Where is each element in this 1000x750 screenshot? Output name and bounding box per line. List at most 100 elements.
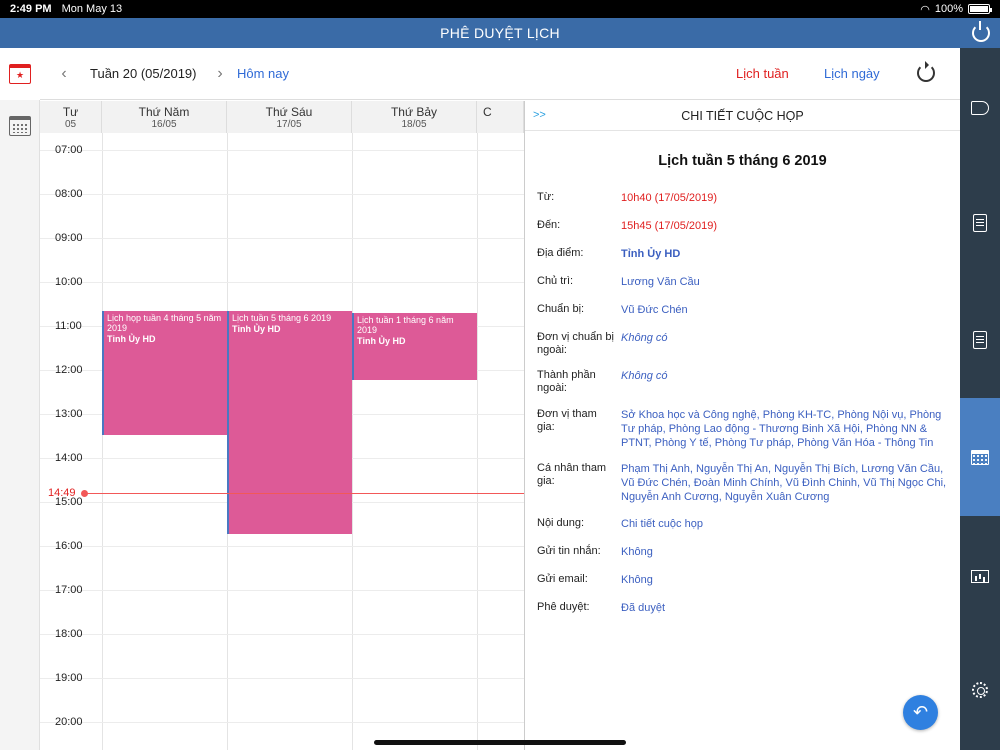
day-name: Tư	[62, 105, 79, 119]
day-name: Thứ Sáu	[265, 105, 313, 119]
column-divider	[352, 133, 353, 750]
calendar-toolbar: ‹ Tuần 20 (05/2019) › Hôm nay Lịch tuần …	[40, 48, 960, 100]
rail-documents-edit[interactable]	[960, 310, 1000, 370]
current-time-line	[84, 493, 524, 494]
event-block[interactable]: Lịch tuần 5 tháng 6 2019 Tỉnh Ủy HD	[227, 311, 352, 534]
day-view-tab[interactable]: Lịch ngày	[824, 66, 880, 81]
right-rail	[960, 48, 1000, 750]
status-time: 2:49 PM	[10, 3, 52, 15]
detail-value: Vũ Đức Chén	[621, 304, 688, 316]
rail-reports[interactable]	[960, 546, 1000, 606]
column-divider	[477, 133, 478, 750]
status-bar: 2:49 PM Mon May 13 ◠ 100%	[0, 0, 1000, 18]
prev-week-button[interactable]: ‹	[61, 65, 67, 82]
detail-label: Từ:	[537, 191, 555, 203]
day-header: Thứ Sáu 17/05	[227, 101, 352, 133]
day-date: 18/05	[401, 119, 427, 130]
day-header: Thứ Bảy 18/05	[352, 101, 477, 133]
hour-label: 10:00	[55, 276, 83, 288]
calendar-icon	[971, 449, 989, 465]
back-arrow-icon[interactable]: ↶	[903, 695, 938, 730]
day-date: 05	[64, 119, 77, 130]
rail-calendar[interactable]	[0, 100, 40, 152]
detail-label: Chủ trì:	[537, 275, 574, 287]
hour-label: 17:00	[55, 584, 83, 596]
detail-value: Phạm Thị Anh, Nguyễn Thị An, Nguyễn Thị …	[621, 463, 947, 503]
meeting-detail-panel: >> CHI TIẾT CUỘC HỌP Lịch tuần 5 tháng 6…	[524, 101, 960, 750]
hour-gridline	[40, 194, 524, 195]
rail-announcements[interactable]	[960, 78, 1000, 138]
day-header: C	[477, 101, 524, 133]
hour-gridline	[40, 238, 524, 239]
power-icon[interactable]	[972, 21, 990, 42]
collapse-panel-button[interactable]: >>	[533, 109, 546, 121]
day-name: C	[483, 105, 492, 119]
detail-value: Sở Khoa học và Công nghệ, Phòng KH-TC, P…	[621, 409, 942, 449]
hour-gridline	[40, 722, 524, 723]
event-title: Lịch họp tuần 4 tháng 5 năm 2019	[107, 313, 222, 333]
week-label: Tuần 20 (05/2019)	[90, 66, 197, 81]
column-divider	[102, 133, 103, 750]
detail-label: Chuẩn bị:	[537, 303, 585, 315]
hour-label: 07:00	[55, 144, 83, 156]
hour-label: 14:00	[55, 452, 83, 464]
hour-label: 18:00	[55, 628, 83, 640]
hour-label: 12:00	[55, 364, 83, 376]
detail-header: >> CHI TIẾT CUỘC HỌP	[525, 101, 960, 131]
detail-label: Gửi email:	[537, 573, 588, 585]
detail-value: Chi tiết cuộc họp	[621, 518, 703, 530]
event-location: Tỉnh Ủy HD	[232, 324, 281, 334]
rail-calendar-approve[interactable]: ★	[0, 48, 40, 100]
event-location: Tỉnh Ủy HD	[357, 336, 406, 346]
day-name: Thứ Bảy	[390, 105, 438, 119]
rail-calendar[interactable]	[960, 398, 1000, 516]
detail-value: Tỉnh Ủy HD	[621, 248, 681, 260]
detail-label: Đến:	[537, 219, 561, 231]
document-edit-icon	[973, 331, 987, 349]
refresh-icon[interactable]	[917, 61, 935, 82]
detail-label: Cá nhân tham gia:	[537, 462, 607, 487]
hour-gridline	[40, 634, 524, 635]
current-time-label: 14:49	[48, 487, 76, 499]
detail-value: 15h45 (17/05/2019)	[621, 220, 718, 232]
wifi-icon: ◠	[920, 3, 930, 16]
event-block[interactable]: Lịch tuần 1 tháng 6 năm 2019 Tỉnh Ủy HD	[352, 313, 477, 380]
battery-icon	[968, 4, 992, 14]
event-location: Tỉnh Ủy HD	[107, 334, 156, 344]
hour-label: 19:00	[55, 672, 83, 684]
hour-label: 15:00	[55, 496, 83, 508]
hour-label: 11:00	[55, 320, 82, 332]
meeting-title: Lịch tuần 5 tháng 6 2019	[658, 153, 827, 169]
event-title: Lịch tuần 5 tháng 6 2019	[232, 313, 332, 323]
day-name: Thứ Năm	[138, 105, 190, 119]
detail-label: Địa điểm:	[537, 247, 584, 259]
day-date: 16/05	[151, 119, 177, 130]
detail-label: Phê duyệt:	[537, 601, 590, 613]
battery-percent: 100%	[934, 3, 963, 15]
hour-label: 08:00	[55, 188, 83, 200]
day-header: Thứ Năm 16/05	[102, 101, 227, 133]
detail-value: Không	[621, 546, 653, 558]
next-week-button[interactable]: ›	[217, 65, 223, 82]
detail-value: Lương Văn Cầu	[621, 276, 700, 288]
hour-label: 20:00	[55, 716, 83, 728]
hour-gridline	[40, 546, 524, 547]
today-button[interactable]: Hôm nay	[237, 66, 290, 81]
detail-header-title: CHI TIẾT CUỘC HỌP	[681, 109, 804, 123]
hour-gridline	[40, 150, 524, 151]
chart-icon	[971, 569, 989, 583]
hour-gridline	[40, 678, 524, 679]
rail-documents[interactable]	[960, 193, 1000, 253]
week-grid: Tư 05 Thứ Năm 16/05 Thứ Sáu 17/05 Thứ Bả…	[40, 101, 524, 750]
hour-label: 09:00	[55, 232, 83, 244]
detail-label: Nội dung:	[537, 517, 585, 529]
home-indicator	[374, 740, 626, 745]
document-icon	[973, 214, 987, 232]
detail-value: 10h40 (17/05/2019)	[621, 192, 718, 204]
calendar-star-icon: ★	[9, 64, 31, 84]
detail-label: Đơn vị tham gia:	[537, 408, 597, 433]
rail-settings[interactable]	[960, 660, 1000, 720]
event-block[interactable]: Lịch họp tuần 4 tháng 5 năm 2019 Tỉnh Ủy…	[102, 311, 227, 435]
week-view-tab[interactable]: Lịch tuần	[736, 66, 789, 81]
